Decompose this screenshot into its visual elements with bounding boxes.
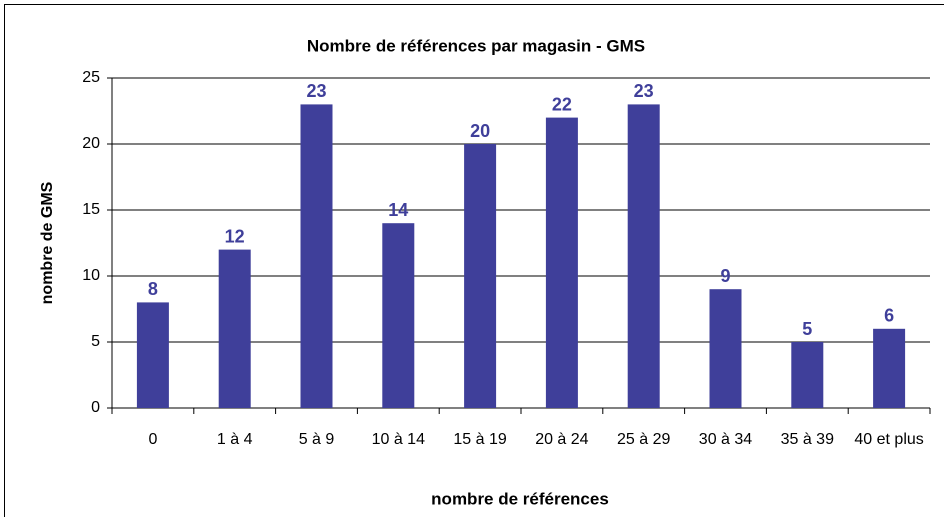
x-axis-label: nombre de références	[431, 489, 609, 508]
chart-title: Nombre de références par magasin - GMS	[307, 36, 645, 55]
x-tick-label: 5 à 9	[298, 431, 335, 448]
x-tick-label: 30 à 34	[698, 431, 753, 448]
x-tick-label: 0	[148, 431, 158, 448]
x-tick-label: 15 à 19	[453, 431, 507, 448]
data-label: 22	[552, 94, 572, 114]
bar	[627, 104, 660, 409]
y-tick-label: 5	[91, 333, 100, 350]
bar	[873, 328, 906, 408]
data-label: 6	[884, 306, 894, 326]
bar	[709, 289, 742, 408]
x-tick-label: 35 à 39	[780, 431, 834, 448]
x-tick-label: 25 à 29	[616, 431, 671, 448]
data-label: 12	[225, 226, 245, 246]
x-tick-label: 10 à 14	[371, 431, 425, 448]
data-label: 9	[720, 266, 730, 286]
data-label: 23	[306, 81, 326, 101]
x-tick-label: 1 à 4	[216, 431, 253, 448]
data-label: 5	[802, 319, 812, 339]
bar	[382, 223, 415, 408]
bar	[136, 302, 169, 408]
y-tick-label: 20	[82, 135, 100, 152]
bar	[300, 104, 333, 409]
bar	[545, 117, 578, 408]
y-tick-label: 10	[82, 267, 100, 284]
bar	[791, 342, 824, 408]
x-tick-label: 20 à 24	[535, 431, 589, 448]
bar	[218, 249, 251, 408]
data-label: 23	[634, 81, 654, 101]
data-label: 20	[470, 121, 490, 141]
bar	[464, 144, 497, 408]
data-label: 14	[388, 200, 408, 220]
y-tick-label: 25	[82, 69, 100, 86]
data-label: 8	[148, 279, 158, 299]
y-axis-label: nombre de GMS	[39, 181, 56, 304]
y-tick-label: 15	[82, 201, 100, 218]
y-tick-label: 0	[91, 399, 100, 416]
x-tick-label: 40 et plus	[854, 431, 924, 448]
